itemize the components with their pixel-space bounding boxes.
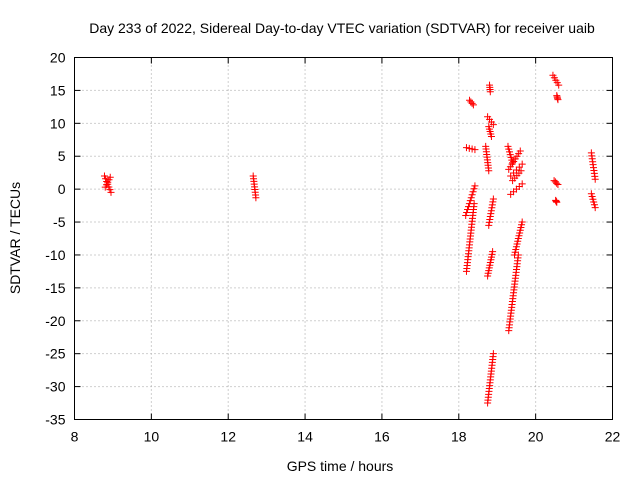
data-point	[469, 188, 477, 196]
data-point	[488, 201, 496, 209]
data-point	[467, 194, 475, 202]
data-point	[464, 203, 472, 211]
data-point	[489, 248, 497, 256]
x-tick-label: 18	[451, 429, 467, 445]
y-tick-label: 0	[58, 181, 66, 197]
data-point	[489, 350, 497, 358]
x-tick-label: 22	[605, 429, 621, 445]
data-point	[518, 218, 526, 226]
data-point	[462, 211, 470, 219]
data-point	[488, 204, 496, 212]
data-point	[554, 96, 562, 104]
data-point	[489, 195, 497, 203]
data-point	[553, 179, 561, 187]
y-tick-labels: -35 -30 -25 -20 -15 -10 -5 0 5 10 15 20	[45, 50, 65, 428]
plot-frame	[74, 57, 613, 420]
x-axis-label: GPS time / hours	[287, 458, 394, 474]
data-point	[106, 173, 114, 181]
x-tick-label: 14	[297, 429, 313, 445]
y-tick-label: 10	[50, 115, 66, 131]
data-point	[518, 160, 526, 168]
x-tick-label: 8	[71, 429, 79, 445]
data-point	[471, 146, 479, 154]
x-tick-label: 12	[220, 429, 236, 445]
grid-lines	[74, 57, 613, 420]
data-point	[507, 172, 515, 180]
data-point	[518, 180, 526, 188]
data-point	[485, 218, 493, 226]
data-point	[591, 204, 599, 212]
y-tick-label: 15	[50, 82, 66, 98]
data-point	[554, 181, 562, 189]
y-tick-label: -5	[53, 214, 66, 230]
data-point	[468, 191, 476, 199]
data-point	[517, 167, 525, 175]
data-point	[489, 198, 497, 206]
data-point	[553, 198, 561, 206]
data-point	[469, 101, 477, 109]
data-point	[516, 147, 524, 155]
data-point	[591, 175, 599, 183]
y-tick-label: -35	[45, 412, 65, 428]
x-tick-label: 20	[528, 429, 544, 445]
data-point	[468, 99, 476, 107]
data-point	[515, 163, 523, 171]
data-point	[485, 167, 493, 175]
data-point	[486, 215, 494, 223]
x-tick-label: 10	[144, 429, 160, 445]
x-tick-label: 16	[374, 429, 390, 445]
data-point	[486, 213, 494, 221]
y-axis-label: SDTVAR / TECUs	[7, 182, 23, 294]
data-point	[466, 197, 474, 205]
y-tick-label: -15	[45, 280, 65, 296]
data-point	[555, 81, 563, 89]
data-point	[487, 132, 495, 140]
data-point	[486, 88, 494, 96]
y-tick-label: -10	[45, 247, 65, 263]
data-point	[487, 207, 495, 215]
data-point	[107, 188, 115, 196]
data-point	[489, 121, 497, 129]
y-tick-label: -30	[45, 379, 65, 395]
data-point	[470, 185, 478, 193]
data-point	[465, 200, 473, 208]
chart-title: Day 233 of 2022, Sidereal Day-to-day VTE…	[89, 20, 595, 36]
y-tick-label: -20	[45, 313, 65, 329]
data-point	[485, 221, 493, 229]
data-point	[464, 206, 472, 214]
data-point	[487, 210, 495, 218]
x-tick-labels: 8 10 12 14 16 18 20 22	[71, 429, 621, 445]
data-point	[463, 209, 471, 217]
data-point	[471, 182, 479, 190]
y-tick-label: -25	[45, 346, 65, 362]
data-point	[252, 194, 260, 202]
axis-ticks	[74, 57, 613, 420]
y-tick-label: 20	[50, 50, 66, 66]
data-point	[509, 159, 517, 167]
y-tick-label: 5	[58, 148, 66, 164]
data-points	[100, 71, 599, 407]
